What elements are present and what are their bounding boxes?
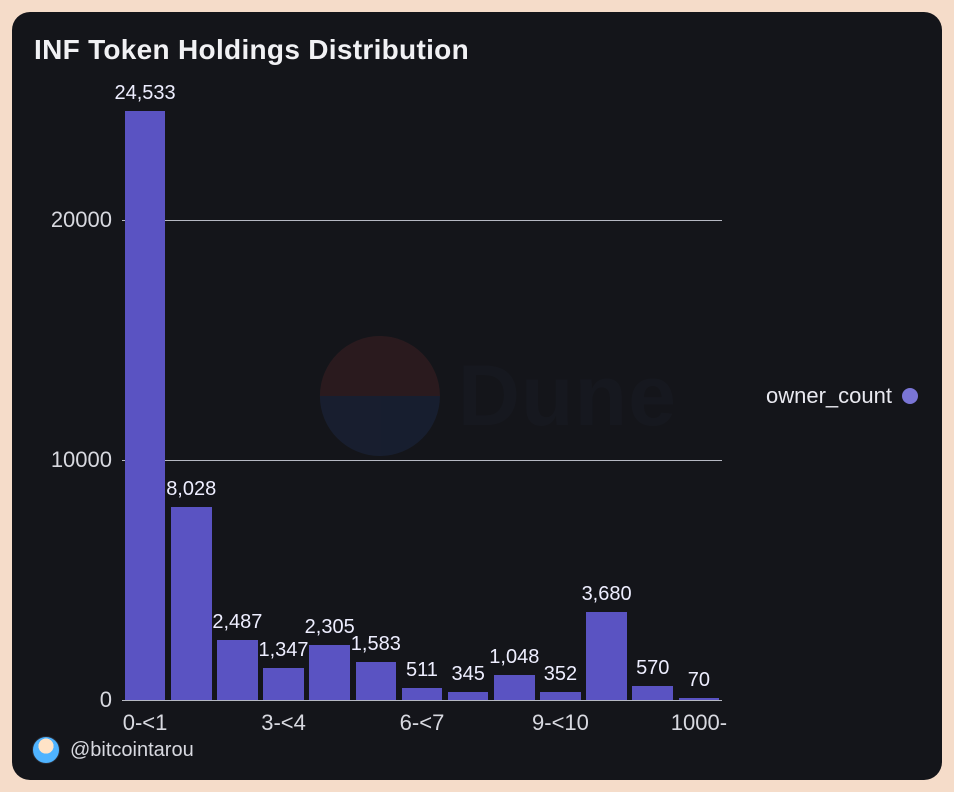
bar-value-label: 70 [688,669,710,692]
bar-value-label: 345 [451,663,484,686]
bar-value-label: 511 [406,659,438,682]
legend: owner_count [766,383,918,409]
bar: 1,347 [263,668,304,700]
bar: 570 [632,686,673,700]
bar: 1,583 [356,662,397,700]
bar-value-label: 1,347 [258,639,308,662]
x-tick-label: 1000- [671,710,727,736]
bars-layer: 24,5338,0282,4871,3472,3051,5835113451,0… [122,100,722,700]
bar-value-label: 1,048 [489,646,539,669]
chart-title: INF Token Holdings Distribution [34,34,469,66]
x-tick-label: 6-<7 [400,710,445,736]
chart-card: INF Token Holdings Distribution Dune 24,… [12,12,942,780]
bar: 345 [448,692,489,700]
bar: 2,487 [217,640,258,700]
bar-value-label: 3,680 [582,583,632,606]
bar: 3,680 [586,612,627,700]
bar-value-label: 570 [636,657,669,680]
bar: 8,028 [171,507,212,700]
legend-swatch-icon [902,388,918,404]
y-tick-label: 20000 [22,207,112,233]
bar-value-label: 352 [544,663,577,686]
y-tick-label: 10000 [22,447,112,473]
x-tick-label: 9-<10 [532,710,589,736]
bar-value-label: 2,305 [305,616,355,639]
avatar-icon [32,736,60,764]
bar-value-label: 2,487 [212,611,262,634]
bar: 1,048 [494,675,535,700]
attribution-handle: @bitcointarou [70,739,194,762]
legend-label: owner_count [766,383,892,409]
bar: 511 [402,688,443,700]
bar: 2,305 [309,645,350,700]
x-axis-ticks: 0-<13-<46-<79-<101000- [122,700,722,740]
bar-value-label: 24,533 [114,82,175,105]
bar-value-label: 1,583 [351,633,401,656]
x-tick-label: 0-<1 [123,710,168,736]
x-tick-label: 3-<4 [261,710,306,736]
bar-value-label: 8,028 [166,478,216,501]
bar: 352 [540,692,581,700]
attribution: @bitcointarou [32,736,194,764]
y-tick-label: 0 [22,687,112,713]
plot-area: 24,5338,0282,4871,3472,3051,5835113451,0… [122,100,722,700]
bar: 24,533 [125,111,166,700]
